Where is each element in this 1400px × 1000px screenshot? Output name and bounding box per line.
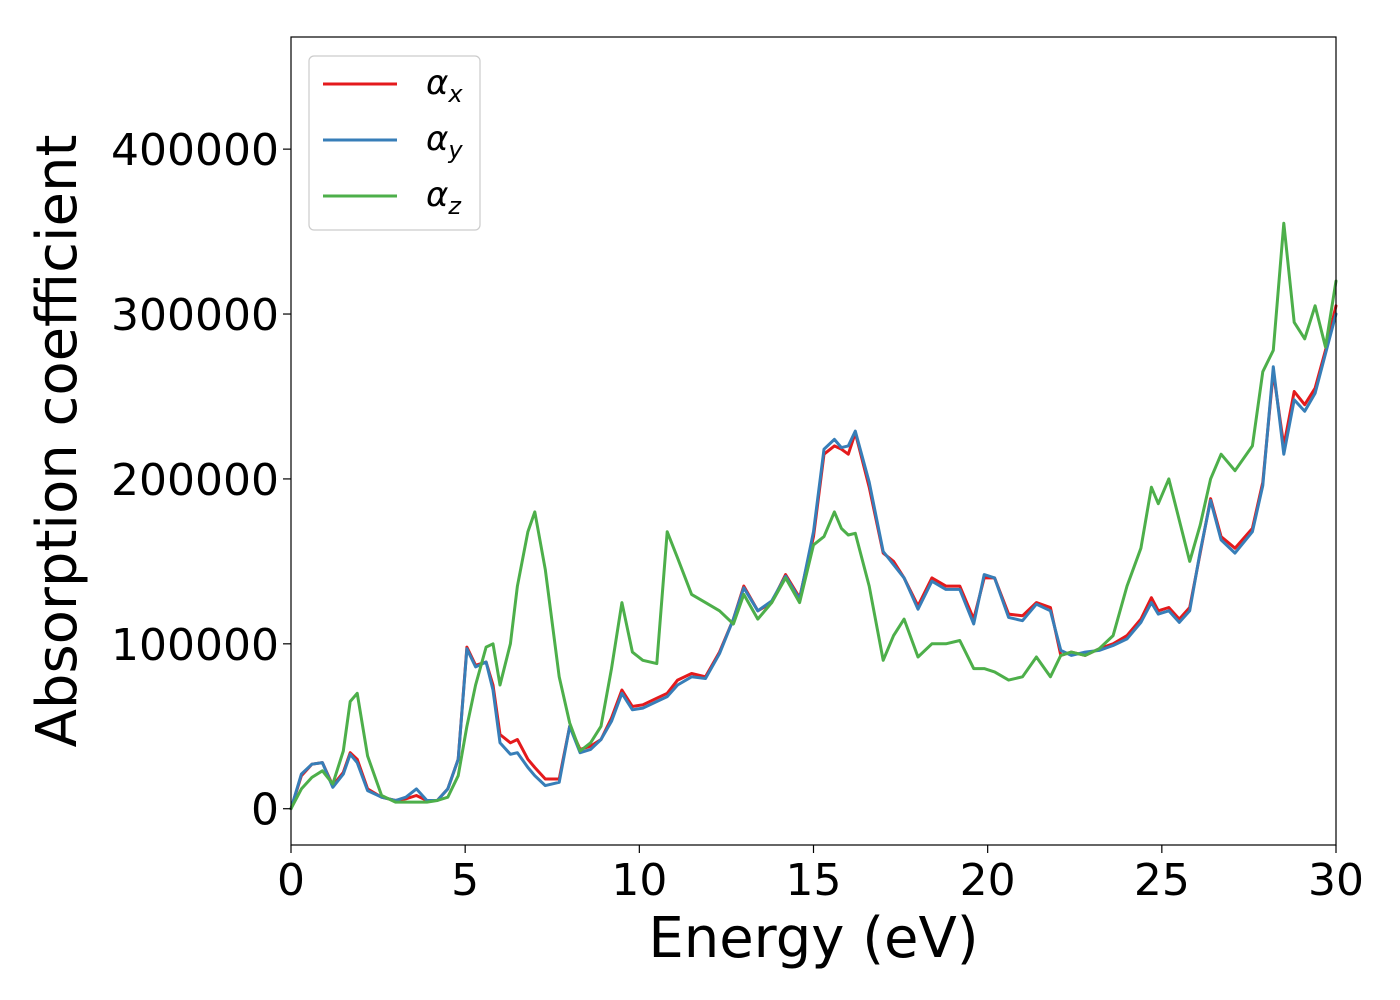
x-tick-label: 15 — [786, 855, 842, 906]
y-axis-ticks: 0 100000 200000 300000 400000 — [111, 125, 291, 836]
x-tick-label: 25 — [1134, 855, 1190, 906]
y-tick-label: 0 — [251, 785, 279, 836]
x-tick-label: 20 — [960, 855, 1016, 906]
y-tick-label: 200000 — [111, 455, 279, 506]
x-tick-label: 5 — [451, 855, 479, 906]
y-axis-title: Absorption coefficient — [25, 135, 90, 748]
x-tick-label: 10 — [611, 855, 667, 906]
series-line-z — [289, 221, 1338, 811]
legend-label-y: αy — [426, 119, 463, 164]
series-layer — [289, 221, 1338, 811]
x-axis-ticks: 0 5 10 15 20 25 30 — [277, 845, 1364, 906]
y-tick-label: 400000 — [111, 125, 279, 176]
x-axis-title: Energy (eV) — [648, 906, 978, 971]
y-tick-label: 300000 — [111, 290, 279, 341]
legend-box — [308, 55, 481, 231]
x-tick-label: 30 — [1308, 855, 1364, 906]
x-tick-label: 0 — [277, 855, 305, 906]
y-tick-label: 100000 — [111, 620, 279, 671]
legend-label-x: αx — [426, 63, 463, 108]
